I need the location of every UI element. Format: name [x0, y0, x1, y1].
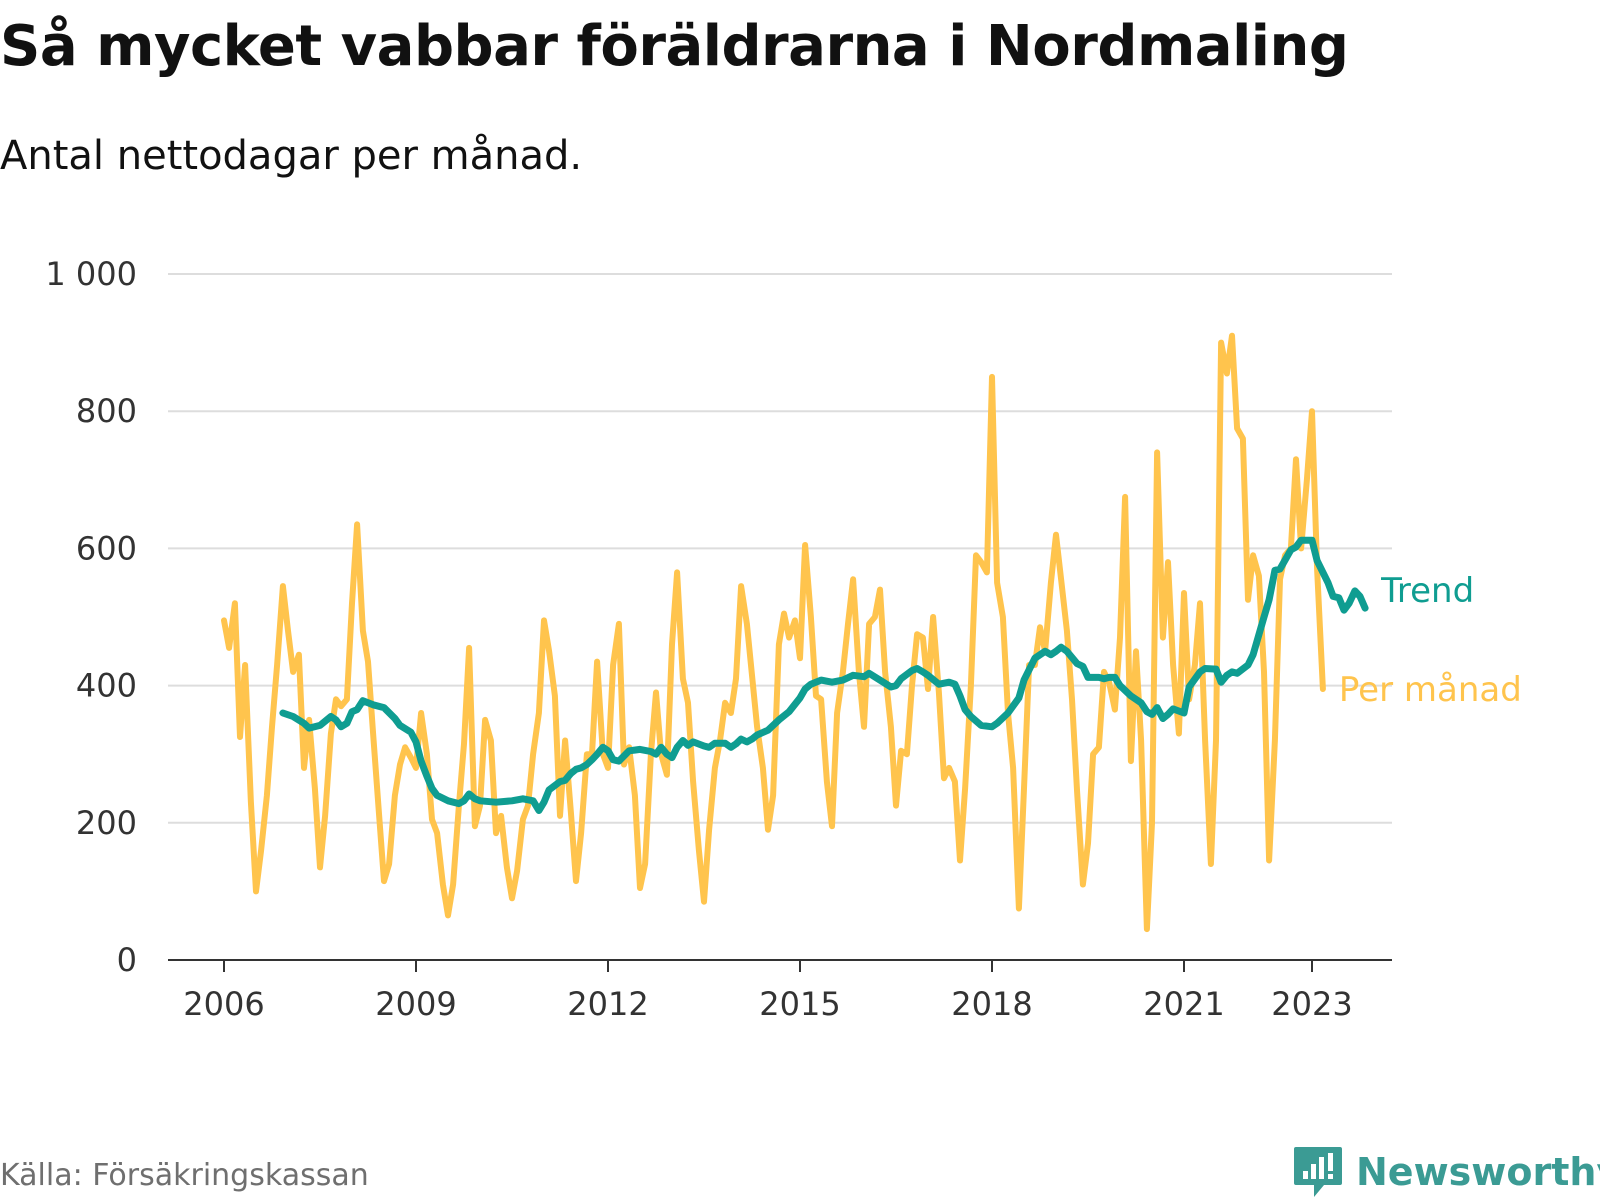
series-label-trend: Trend [1380, 571, 1474, 611]
newsworthy-logo-icon [1294, 1147, 1342, 1197]
y-tick-label: 200 [76, 804, 137, 842]
x-axis-ticks: 2006 2009 2012 2015 2018 2021 2023 [183, 960, 1353, 1023]
x-tick-label: 2015 [759, 985, 840, 1023]
x-tick-label: 2023 [1271, 985, 1352, 1023]
x-tick-label: 2009 [375, 985, 456, 1023]
chart-title: Så mycket vabbar föräldrarna i Nordmalin… [0, 14, 1349, 79]
y-axis-ticks: 0 200 400 600 800 1 000 [45, 255, 137, 979]
series-line-per-manad [221, 332, 1326, 933]
y-tick-label: 0 [117, 941, 137, 979]
source-note: Källa: Försäkringskassan [0, 1158, 369, 1193]
y-tick-label: 1 000 [45, 255, 137, 293]
brand-name: Newsworthy [1356, 1150, 1600, 1194]
x-tick-label: 2018 [951, 985, 1032, 1023]
brand-logo[interactable]: Newsworthy [1292, 1142, 1600, 1202]
y-tick-label: 400 [76, 667, 137, 705]
series-label-per-manad: Per månad [1339, 670, 1522, 710]
series-line-trend [279, 536, 1369, 814]
series-labels: Per månad Trend [1339, 571, 1522, 710]
grid-lines [168, 273, 1392, 824]
x-tick-label: 2021 [1143, 985, 1224, 1023]
chart-subtitle: Antal nettodagar per månad. [0, 133, 583, 179]
x-tick-label: 2012 [567, 985, 648, 1023]
x-tick-label: 2006 [183, 985, 264, 1023]
y-tick-label: 800 [76, 392, 137, 430]
y-tick-label: 600 [76, 529, 137, 567]
series-lines [221, 332, 1369, 933]
